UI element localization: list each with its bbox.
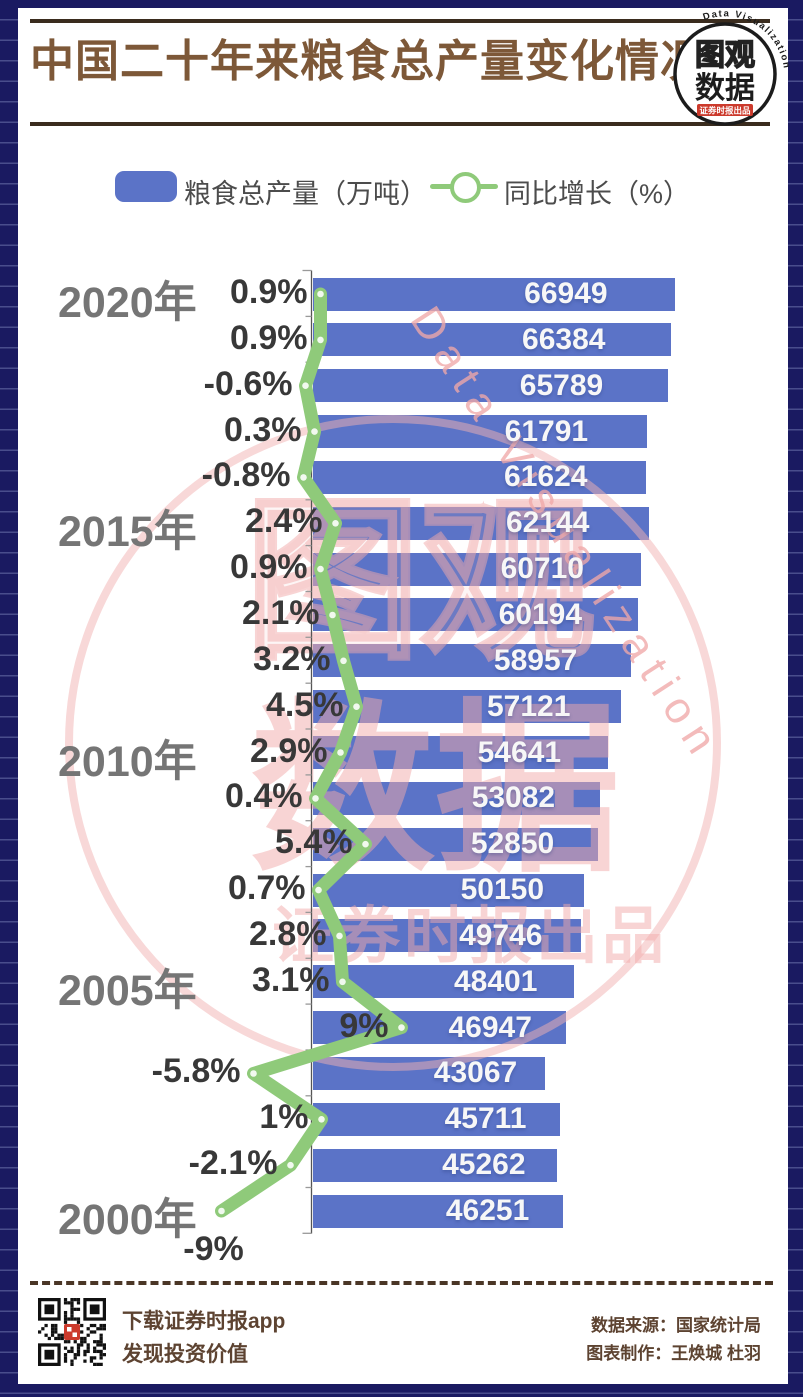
bar-value-label: 46251 (445, 1194, 530, 1227)
growth-percent-label: -0.8% (201, 456, 291, 495)
bar-value-label: 66949 (524, 277, 608, 310)
header-bottom-rule (30, 122, 770, 126)
year-axis-label: 2020年 (58, 279, 197, 327)
bar-value-label: 45262 (442, 1148, 526, 1182)
growth-percent-label: 0.9% (230, 318, 308, 357)
growth-percent-label: 2.4% (245, 502, 323, 541)
bar-value-label: 58957 (493, 643, 578, 677)
growth-percent-label: -9% (183, 1230, 244, 1268)
growth-percent-label: 4.5% (266, 685, 344, 724)
bar-value-label: 60710 (500, 552, 584, 586)
qr-caption-line1: 下载证券时报app (122, 1310, 286, 1333)
growth-percent-label: 0.3% (224, 410, 302, 449)
legend-bar-swatch (115, 171, 177, 202)
growth-percent-label: 3.1% (252, 960, 330, 999)
bar-value-label: 52850 (470, 827, 555, 861)
growth-percent-label: 5.4% (275, 823, 353, 862)
bar-value-label: 65789 (519, 368, 604, 402)
logo-name-top: 图观 (695, 39, 755, 72)
year-axis-label: 2005年 (58, 966, 197, 1015)
bar-value-label: 46947 (448, 1010, 532, 1044)
growth-percent-label: 2.1% (242, 593, 320, 632)
logo-name-bottom: 数据 (695, 72, 755, 105)
qr-code (38, 1298, 106, 1366)
bar-value-label: 50150 (460, 873, 545, 907)
bar-value-label: 54641 (477, 735, 562, 769)
growth-percent-label: 1% (259, 1098, 309, 1137)
logo-badge-text: 证券时报出品 (699, 106, 751, 116)
growth-percent-label: 0.7% (228, 869, 306, 908)
bar-value-label: 57121 (486, 689, 571, 723)
year-axis-label: 2010年 (58, 737, 197, 786)
growth-percent-label: -0.6% (203, 364, 293, 403)
bar-value-label: 45711 (444, 1102, 527, 1136)
logo-badge-bg (697, 104, 753, 116)
legend-line-label: 同比增长（%） (504, 179, 691, 209)
growth-percent-label: 2.8% (249, 914, 327, 953)
bar-value-label: 43067 (433, 1056, 518, 1090)
growth-percent-label: 0.4% (225, 777, 303, 816)
bar-value-label: 61624 (504, 460, 588, 494)
bar-value-label: 60194 (498, 597, 583, 631)
bar-value-label: 53082 (471, 781, 556, 815)
bar-value-label: 62144 (505, 506, 590, 540)
page-title: 中国二十年来粮食总产量变化情况 (30, 37, 705, 86)
footer-separator (30, 1281, 773, 1285)
publisher-logo: Data Visualization 图观 数据 证券时报出品 (673, 10, 790, 126)
data-source: 数据来源：国家统计局 (591, 1316, 761, 1335)
growth-percent-label: -5.8% (151, 1052, 241, 1091)
bar-value-label: 49746 (459, 918, 543, 952)
growth-percent-label: -2.1% (188, 1144, 278, 1183)
year-axis-label: 2000年 (58, 1196, 197, 1244)
growth-percent-label: 3.2% (253, 639, 331, 678)
legend-line-marker (450, 172, 481, 203)
chart-credit: 图表制作：王焕城 杜羽 (586, 1344, 761, 1363)
bar-value-label: 61791 (504, 414, 589, 448)
growth-percent-label: 9% (339, 1006, 389, 1045)
bar-value-label: 48401 (453, 964, 538, 998)
bar-value-label: 66384 (522, 322, 606, 356)
growth-percent-label: 0.9% (230, 548, 308, 587)
header-top-rule (30, 19, 770, 23)
growth-percent-label: 0.9% (230, 273, 308, 311)
growth-percent-label: 2.9% (250, 731, 328, 770)
qr-caption-line2: 发现投资价值 (122, 1343, 248, 1366)
legend-bar-label: 粮食总产量（万吨） (184, 179, 427, 209)
year-axis-label: 2015年 (58, 508, 197, 557)
logo-circle (673, 22, 777, 126)
